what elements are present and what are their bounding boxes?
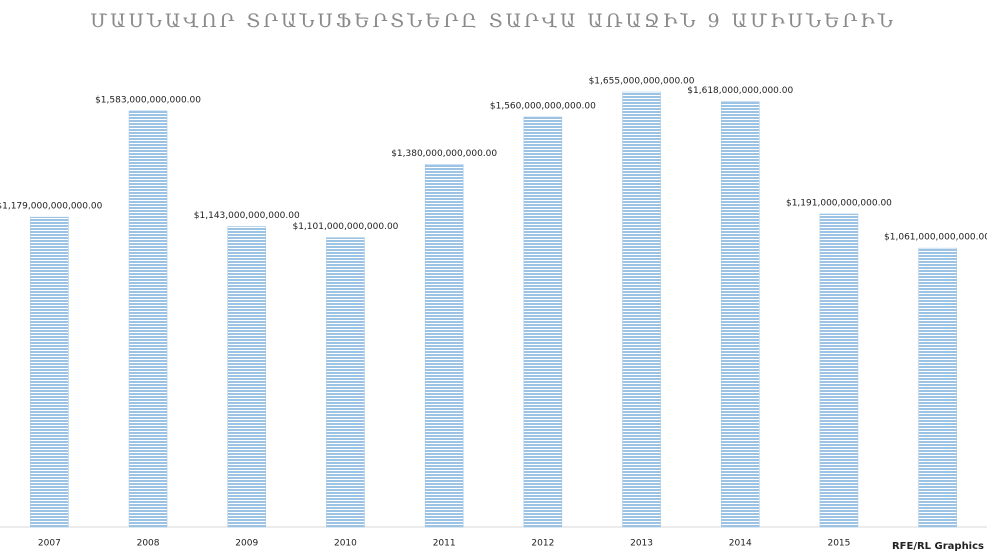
bar xyxy=(128,110,168,528)
value-label: $1,061,000,000,000.00 xyxy=(884,233,987,243)
value-label: $1,583,000,000,000.00 xyxy=(95,95,201,105)
bar xyxy=(819,213,859,528)
bar xyxy=(424,164,464,528)
bar xyxy=(721,101,760,528)
bar xyxy=(227,226,266,528)
x-tick-label: 2009 xyxy=(235,539,258,549)
value-label: $1,380,000,000,000.00 xyxy=(391,149,497,159)
credit-background xyxy=(903,538,987,554)
credit: RFE/RL Graphics xyxy=(892,541,984,552)
x-tick-label: 2011 xyxy=(433,539,456,549)
bar xyxy=(918,247,957,528)
value-label: $1,179,000,000,000.00 xyxy=(0,202,103,212)
value-label: $1,560,000,000,000.00 xyxy=(490,101,596,111)
x-tick-label: 2010 xyxy=(334,539,357,549)
value-label: $1,618,000,000,000.00 xyxy=(687,86,793,96)
value-label: $1,655,000,000,000.00 xyxy=(589,77,695,87)
value-label: $1,191,000,000,000.00 xyxy=(786,198,892,208)
value-label: $1,101,000,000,000.00 xyxy=(292,222,398,232)
bar xyxy=(622,91,661,528)
chart-title: ՄԱՍՆԱՎՈՐ ՏՐԱՆՍՖԵՐՏՆԵՐԸ ՏԱՐՎԱ ԱՌԱՋԻՆ 9 ԱՄ… xyxy=(90,10,896,32)
x-tick-label: 2007 xyxy=(38,539,61,549)
x-tick-label: 2014 xyxy=(729,539,752,549)
x-tick-label: 2012 xyxy=(531,539,554,549)
x-tick-label: 2015 xyxy=(827,539,850,549)
value-label: $1,143,000,000,000.00 xyxy=(194,211,300,221)
bar xyxy=(523,116,563,528)
x-tick-label: 2013 xyxy=(630,539,653,549)
bar xyxy=(326,237,365,528)
x-tick-label: 2008 xyxy=(137,539,160,549)
bar xyxy=(30,216,69,528)
